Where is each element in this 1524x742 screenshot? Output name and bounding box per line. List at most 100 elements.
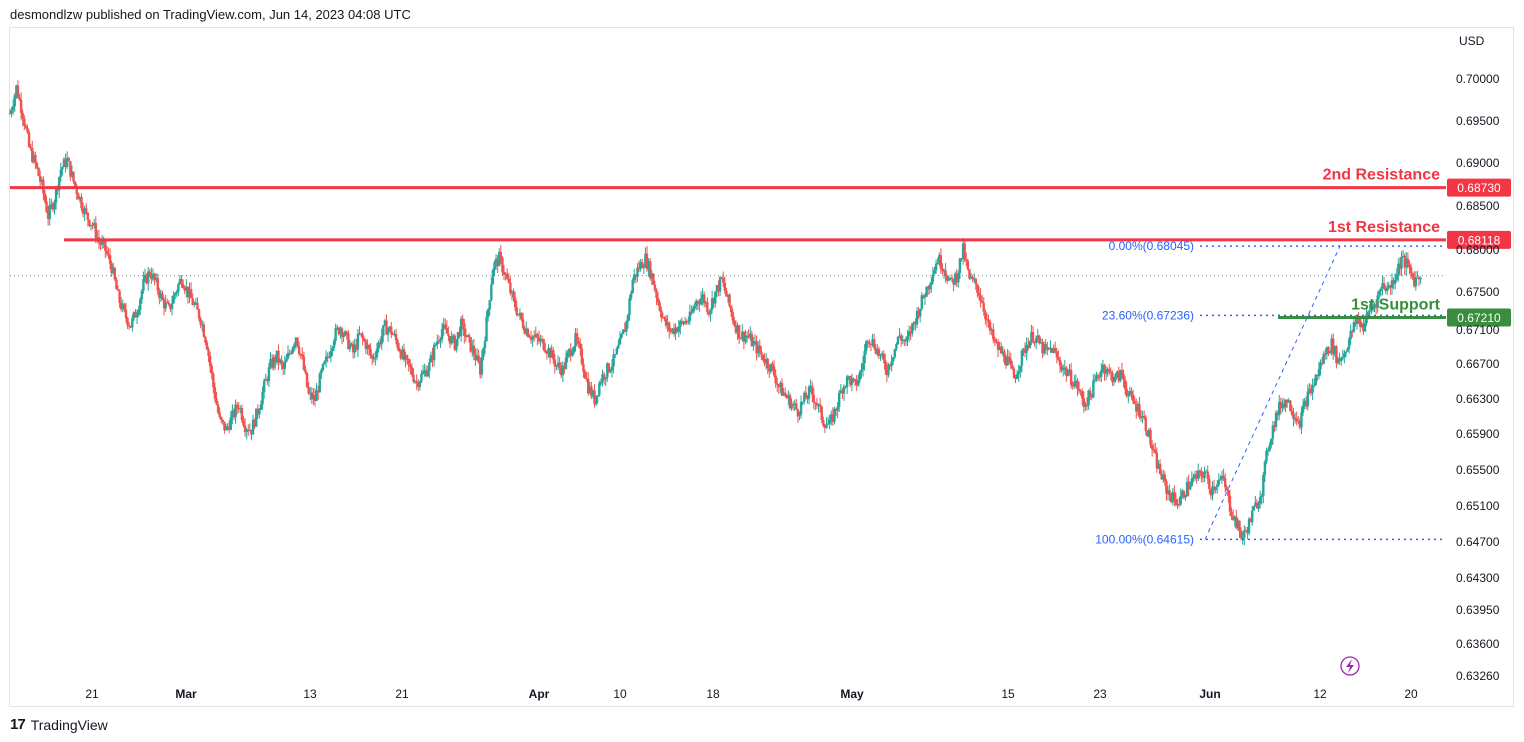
candle-body bbox=[390, 326, 393, 335]
candle-body bbox=[331, 347, 334, 352]
candle-body bbox=[747, 335, 750, 338]
candle-body bbox=[116, 289, 120, 291]
candle-body bbox=[15, 85, 18, 96]
candle-body bbox=[679, 320, 682, 327]
candle-body bbox=[1125, 389, 1128, 397]
candle-body bbox=[814, 402, 817, 404]
candle-body bbox=[189, 289, 193, 299]
candle-body bbox=[919, 308, 922, 317]
candle-body bbox=[1176, 504, 1179, 506]
candle-body bbox=[946, 276, 949, 281]
candle-body bbox=[301, 354, 304, 357]
candle-body bbox=[1182, 491, 1186, 498]
candle-body bbox=[1108, 369, 1111, 372]
candle-body bbox=[1366, 311, 1370, 314]
candle-body bbox=[610, 366, 614, 371]
candle-body bbox=[739, 338, 742, 340]
candle-body bbox=[328, 357, 331, 359]
candle-body bbox=[517, 314, 520, 316]
candle-body bbox=[367, 345, 371, 350]
candle-body bbox=[1225, 487, 1228, 491]
candle-body bbox=[901, 339, 904, 341]
candle-body bbox=[291, 347, 294, 354]
candle-body bbox=[801, 401, 804, 403]
candle-body bbox=[1046, 347, 1049, 350]
candle-body bbox=[256, 408, 260, 415]
candle-body bbox=[553, 359, 557, 367]
candle-body bbox=[375, 349, 379, 358]
candle-body bbox=[620, 334, 623, 338]
candle-body bbox=[1120, 370, 1124, 375]
candle-body bbox=[305, 372, 309, 388]
candle-body bbox=[258, 409, 261, 415]
candle-body bbox=[223, 421, 226, 431]
candle-body bbox=[580, 348, 584, 364]
candle-body bbox=[321, 363, 325, 371]
price-tick-label: 0.68500 bbox=[1456, 199, 1500, 213]
candle-body bbox=[1390, 280, 1394, 288]
candle-body bbox=[555, 365, 558, 367]
candle-body bbox=[24, 126, 28, 128]
candle-body bbox=[1376, 295, 1379, 308]
price-tick-label: 0.67100 bbox=[1456, 323, 1500, 337]
candle-body bbox=[507, 278, 510, 283]
candle-body bbox=[828, 419, 831, 424]
candle-body bbox=[1171, 491, 1174, 502]
candle-body bbox=[525, 328, 528, 334]
candle-body bbox=[272, 357, 275, 368]
candle-body bbox=[1217, 480, 1221, 485]
candle-body bbox=[782, 392, 785, 396]
lightning-icon[interactable] bbox=[1340, 656, 1360, 676]
candle-body bbox=[70, 171, 74, 177]
candle-body bbox=[1246, 530, 1249, 534]
candle-body bbox=[1332, 338, 1335, 355]
candle-body bbox=[1077, 389, 1081, 391]
candle-body bbox=[602, 374, 606, 380]
candle-body bbox=[183, 287, 186, 291]
candle-body bbox=[749, 333, 752, 338]
candle-body bbox=[892, 357, 895, 362]
candle-body bbox=[380, 335, 383, 345]
candle-body bbox=[880, 353, 884, 355]
candle-body bbox=[545, 352, 549, 354]
candle-body bbox=[652, 273, 655, 285]
candle-body bbox=[234, 404, 237, 418]
time-tick-label: 21 bbox=[85, 687, 99, 701]
candle-body bbox=[787, 395, 790, 399]
candlestick-series bbox=[8, 80, 1422, 546]
candle-body bbox=[625, 321, 628, 332]
candle-body bbox=[1038, 335, 1041, 344]
candle-body bbox=[955, 273, 958, 283]
candle-body bbox=[1012, 368, 1016, 379]
candle-body bbox=[536, 334, 539, 338]
candle-body bbox=[78, 197, 82, 200]
candle-body bbox=[119, 302, 123, 310]
candle-body bbox=[1057, 357, 1060, 360]
candle-body bbox=[1290, 410, 1294, 415]
candle-body bbox=[1034, 338, 1038, 344]
candle-body bbox=[992, 329, 995, 340]
candle-body bbox=[1115, 371, 1119, 375]
candle-body bbox=[386, 329, 390, 335]
candle-body bbox=[296, 337, 299, 347]
candle-body bbox=[448, 336, 452, 344]
price-tick-label: 0.69500 bbox=[1456, 114, 1500, 128]
candle-body bbox=[43, 193, 47, 202]
time-tick-label: 13 bbox=[303, 687, 317, 701]
candle-body bbox=[1174, 498, 1178, 505]
candle-body bbox=[137, 309, 140, 315]
candle-body bbox=[841, 390, 844, 394]
candle-body bbox=[274, 357, 277, 363]
candle-body bbox=[1239, 530, 1243, 539]
candle-body bbox=[434, 344, 437, 346]
candle-body bbox=[830, 414, 833, 420]
candle-body bbox=[988, 321, 992, 331]
candle-body bbox=[607, 363, 611, 372]
candle-body bbox=[1324, 353, 1327, 355]
candle-body bbox=[939, 255, 943, 269]
candle-body bbox=[131, 318, 134, 328]
candle-body bbox=[1162, 474, 1165, 480]
candle-body bbox=[936, 263, 939, 265]
candle-body bbox=[242, 420, 245, 426]
